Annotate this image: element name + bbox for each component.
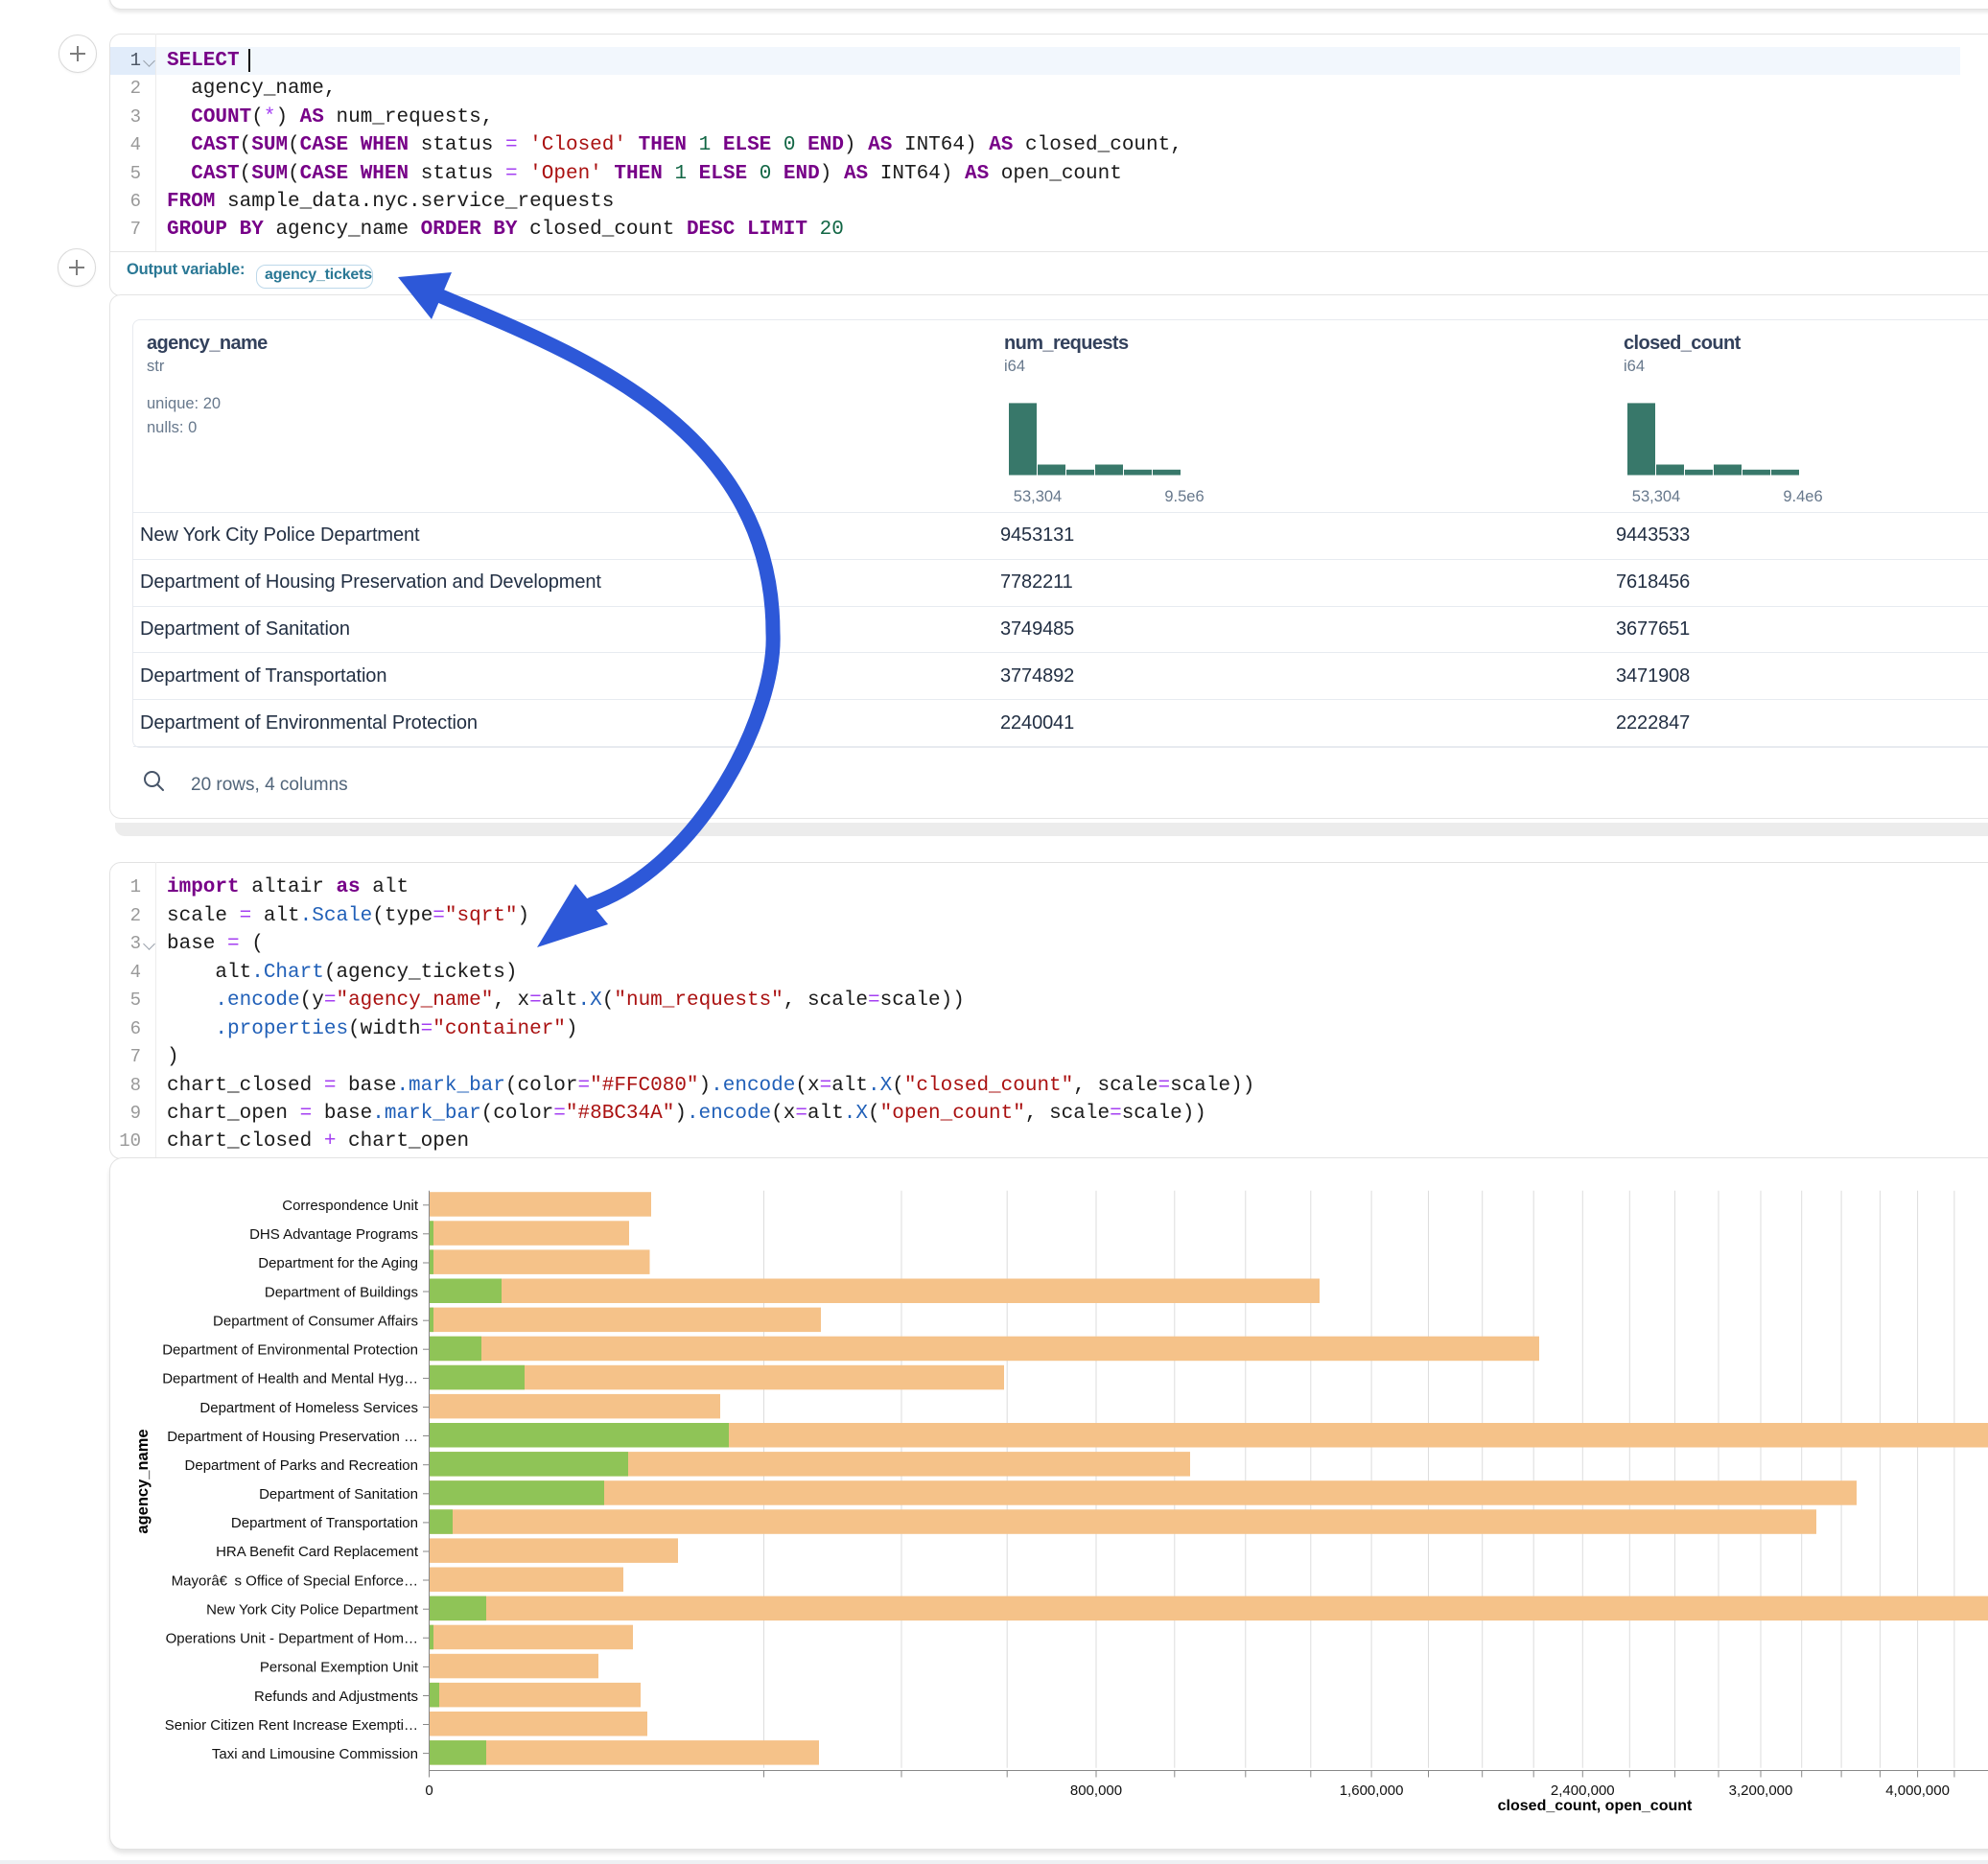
svg-text:Senior Citizen Rent Increase E: Senior Citizen Rent Increase Exempti… — [165, 1717, 418, 1734]
svg-text:DHS Advantage Programs: DHS Advantage Programs — [249, 1226, 418, 1243]
svg-text:2,400,000: 2,400,000 — [1551, 1782, 1615, 1799]
svg-text:1,600,000: 1,600,000 — [1340, 1782, 1404, 1799]
svg-text:Personal Exemption Unit: Personal Exemption Unit — [260, 1660, 419, 1676]
svg-text:Mayorâ€ s Office of Special En: Mayorâ€ s Office of Special Enforce… — [172, 1573, 418, 1589]
svg-text:agency_name: agency_name — [134, 1429, 152, 1533]
svg-text:0: 0 — [425, 1782, 433, 1799]
svg-text:4,000,000: 4,000,000 — [1885, 1782, 1950, 1799]
svg-text:Department of Environmental Pr: Department of Environmental Protection — [162, 1342, 418, 1359]
svg-text:Refunds and Adjustments: Refunds and Adjustments — [254, 1689, 418, 1705]
svg-text:HRA Benefit Card Replacement: HRA Benefit Card Replacement — [216, 1544, 419, 1560]
svg-text:Correspondence Unit: Correspondence Unit — [282, 1198, 419, 1214]
svg-text:Department of Health and Menta: Department of Health and Mental Hyg… — [162, 1371, 418, 1387]
svg-text:Department of Sanitation: Department of Sanitation — [259, 1486, 418, 1503]
svg-text:Department of Consumer Affairs: Department of Consumer Affairs — [213, 1314, 418, 1330]
svg-text:Department for the Aging: Department for the Aging — [258, 1255, 418, 1271]
svg-text:800,000: 800,000 — [1070, 1782, 1122, 1799]
svg-text:Operations Unit - Department o: Operations Unit - Department of Hom… — [166, 1631, 418, 1647]
svg-text:3,200,000: 3,200,000 — [1729, 1782, 1793, 1799]
svg-text:Department of Homeless Service: Department of Homeless Services — [199, 1400, 418, 1416]
svg-text:Taxi and Limousine Commission: Taxi and Limousine Commission — [212, 1746, 418, 1762]
svg-text:Department of Buildings: Department of Buildings — [265, 1284, 418, 1300]
svg-text:Department of Parks and Recrea: Department of Parks and Recreation — [185, 1457, 418, 1474]
svg-text:Department of Housing Preserva: Department of Housing Preservation … — [167, 1429, 418, 1445]
svg-text:New York City Police Departmen: New York City Police Department — [206, 1602, 419, 1619]
svg-text:Department of Transportation: Department of Transportation — [231, 1515, 418, 1531]
svg-text:closed_count, open_count: closed_count, open_count — [1498, 1798, 1693, 1814]
